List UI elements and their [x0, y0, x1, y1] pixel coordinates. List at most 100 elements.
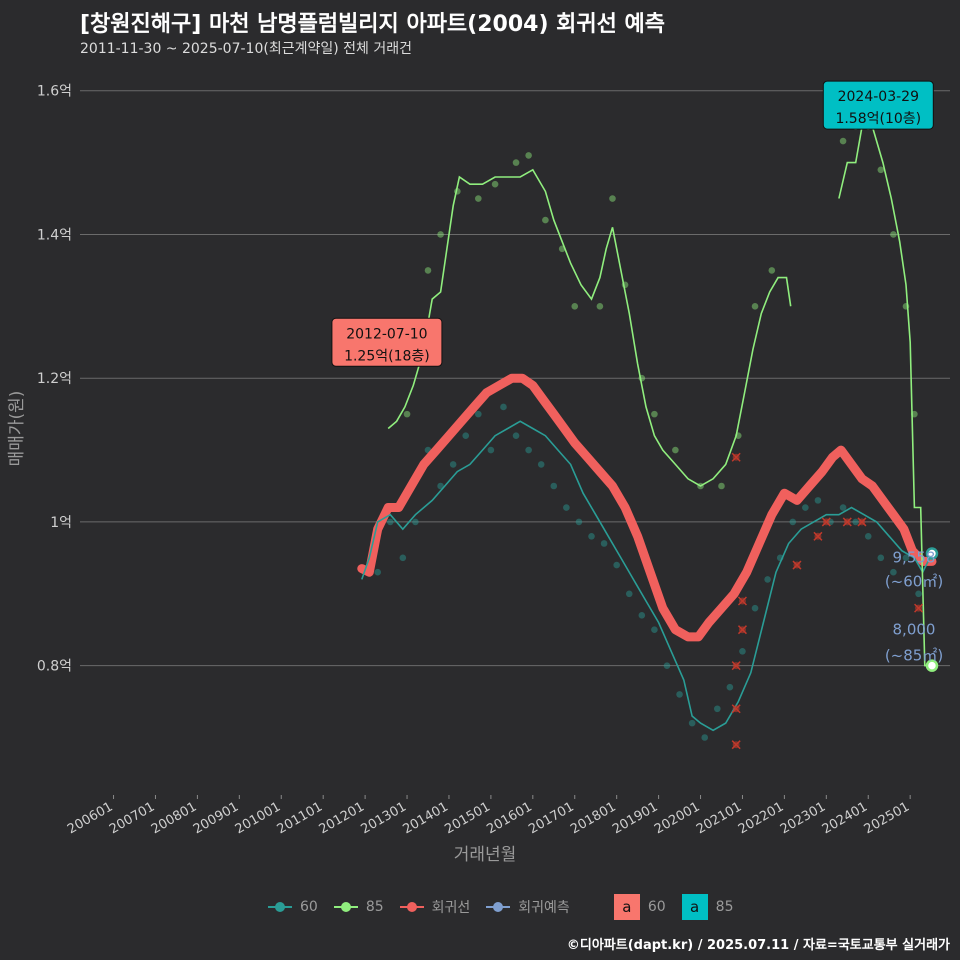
scatter-point-60 — [651, 626, 658, 634]
regression-line — [357, 373, 937, 642]
end-label-area: (~85㎡) — [885, 647, 943, 665]
scatter-point-85 — [571, 303, 579, 310]
x-tick-label: 202301 — [778, 799, 828, 837]
legend-box-item-85[interactable]: a 85 — [681, 894, 734, 920]
end-label-value: 9,558 — [893, 549, 936, 567]
x-tick-label: 202001 — [652, 799, 702, 837]
x-tick-label: 200901 — [191, 799, 241, 837]
callout-box — [822, 80, 934, 130]
scatter-point-85 — [596, 303, 604, 310]
chart-subtitle: 2011-11-30 ~ 2025-07-10(최근계약일) 전체 거래건 — [80, 41, 412, 57]
cancelled-deal-mark — [914, 603, 924, 613]
cancelled-deal-mark — [731, 740, 741, 750]
scatter-point-85 — [751, 303, 759, 310]
scatter-point-60 — [588, 532, 595, 540]
scatter-point-60 — [864, 532, 872, 540]
scatter-point-60 — [638, 612, 646, 619]
scatter-point-60 — [500, 403, 507, 411]
scatter-point-85 — [403, 410, 411, 418]
scatter-point-60 — [688, 719, 696, 727]
legend-box-label-85: 85 — [715, 899, 734, 915]
scatter-point-60 — [563, 504, 570, 511]
legend-item-regression[interactable]: 회귀선 — [399, 897, 471, 917]
x-tick-label: 201301 — [359, 799, 409, 837]
scatter-point-60 — [726, 683, 734, 691]
legend-label-regression: 회귀선 — [431, 900, 471, 916]
legend: 60 85 회귀선 회귀예측 a 60 a 85 — [268, 894, 749, 920]
cancelled-deal-mark — [731, 452, 741, 462]
x-tick-label: 201001 — [233, 799, 283, 837]
scatter-point-60 — [877, 554, 885, 562]
cancelled-deal-mark — [857, 517, 867, 527]
series-line-60 — [361, 420, 933, 732]
callout-price: 1.25억(18층) — [344, 348, 430, 364]
legend-box-item-60[interactable]: a 60 — [613, 894, 666, 920]
legend-item-forecast[interactable]: 회귀예측 — [486, 897, 570, 917]
endpoint-85 — [925, 659, 939, 672]
x-tick-label: 202501 — [862, 799, 912, 837]
y-tick-label: 1.2억 — [37, 371, 72, 387]
scatter-point-60 — [789, 518, 797, 526]
legend-key-60 — [268, 900, 292, 914]
scatter-point-60 — [512, 432, 520, 439]
scatter-point-85 — [890, 231, 897, 238]
scatter-point-60 — [902, 554, 910, 562]
legend-key-85 — [333, 900, 358, 914]
scatter-point-60 — [437, 482, 444, 490]
cancelled-deal-mark — [731, 661, 741, 671]
x-tick-label: 201201 — [317, 799, 367, 837]
scatter-point-85 — [651, 410, 658, 418]
scatter-point-60 — [676, 691, 683, 698]
x-tick-label: 202401 — [820, 799, 870, 837]
scatter-point-60 — [525, 446, 532, 454]
y-tick-label: 1.4억 — [37, 227, 72, 243]
scatter-point-60 — [625, 590, 633, 598]
series-line-85 — [838, 109, 932, 667]
scatter-point-85 — [768, 267, 776, 274]
scatter-point-60 — [663, 662, 671, 669]
cancelled-deal-mark — [737, 625, 747, 635]
callout-price: 1.58억(10층) — [835, 111, 921, 127]
x-tick-label: 201901 — [610, 799, 660, 837]
callout-60: 2012-07-10 1.25억(18층) — [331, 317, 443, 367]
x-tick-label: 201401 — [400, 799, 450, 837]
callout-85: 2024-03-29 1.58억(10층) — [822, 80, 934, 130]
x-tick-label: 200701 — [107, 799, 157, 837]
scatter-point-85 — [437, 231, 444, 238]
scatter-point-60 — [852, 518, 859, 526]
scatter-point-60 — [751, 604, 759, 612]
scatter-point-60 — [600, 540, 608, 547]
legend-item-85[interactable]: 85 — [333, 899, 384, 915]
cancelled-deal-mark — [813, 531, 823, 541]
scatter-point-60 — [915, 590, 922, 598]
x-tick-label: 201101 — [275, 799, 325, 837]
legend-item-60[interactable]: 60 — [268, 899, 318, 915]
x-tick-label: 200801 — [149, 799, 199, 837]
callout-date: 2012-07-10 — [346, 326, 427, 342]
scatter-point-60 — [550, 482, 558, 490]
scatter-point-85 — [424, 267, 432, 274]
scatter-point-85 — [877, 166, 885, 174]
scatter-point-85 — [609, 195, 616, 202]
legend-box-85: a — [681, 894, 708, 920]
scatter-point-85 — [718, 482, 725, 490]
chart-title: [창원진해구] 마천 남명플럼빌리지 아파트(2004) 회귀선 예측 — [80, 12, 666, 37]
chart-plot: 0.8억 1억 1.2억 1.4억 1.6억 2006012007012008012009… — [7, 80, 950, 865]
x-tick-label: 201501 — [442, 799, 492, 837]
scatter-point-85 — [491, 180, 499, 188]
scatter-point-60 — [537, 461, 545, 468]
scatter-point-60 — [839, 504, 847, 511]
scatter-point-60 — [575, 518, 583, 526]
cancelled-deal-mark — [842, 517, 852, 527]
scatter-point-60 — [701, 734, 709, 741]
scatter-point-60 — [764, 576, 771, 583]
scatter-point-85 — [672, 446, 679, 454]
scatter-point-60 — [890, 568, 897, 576]
y-tick-label: 1.6억 — [37, 84, 72, 100]
scatter-point-85 — [512, 159, 520, 166]
legend-label-85: 85 — [365, 899, 384, 915]
scatter-point-60 — [613, 561, 620, 569]
y-axis-title: 매매가(원) — [7, 391, 27, 467]
scatter-point-60 — [714, 705, 721, 713]
y-tick-label: 1억 — [50, 515, 72, 531]
